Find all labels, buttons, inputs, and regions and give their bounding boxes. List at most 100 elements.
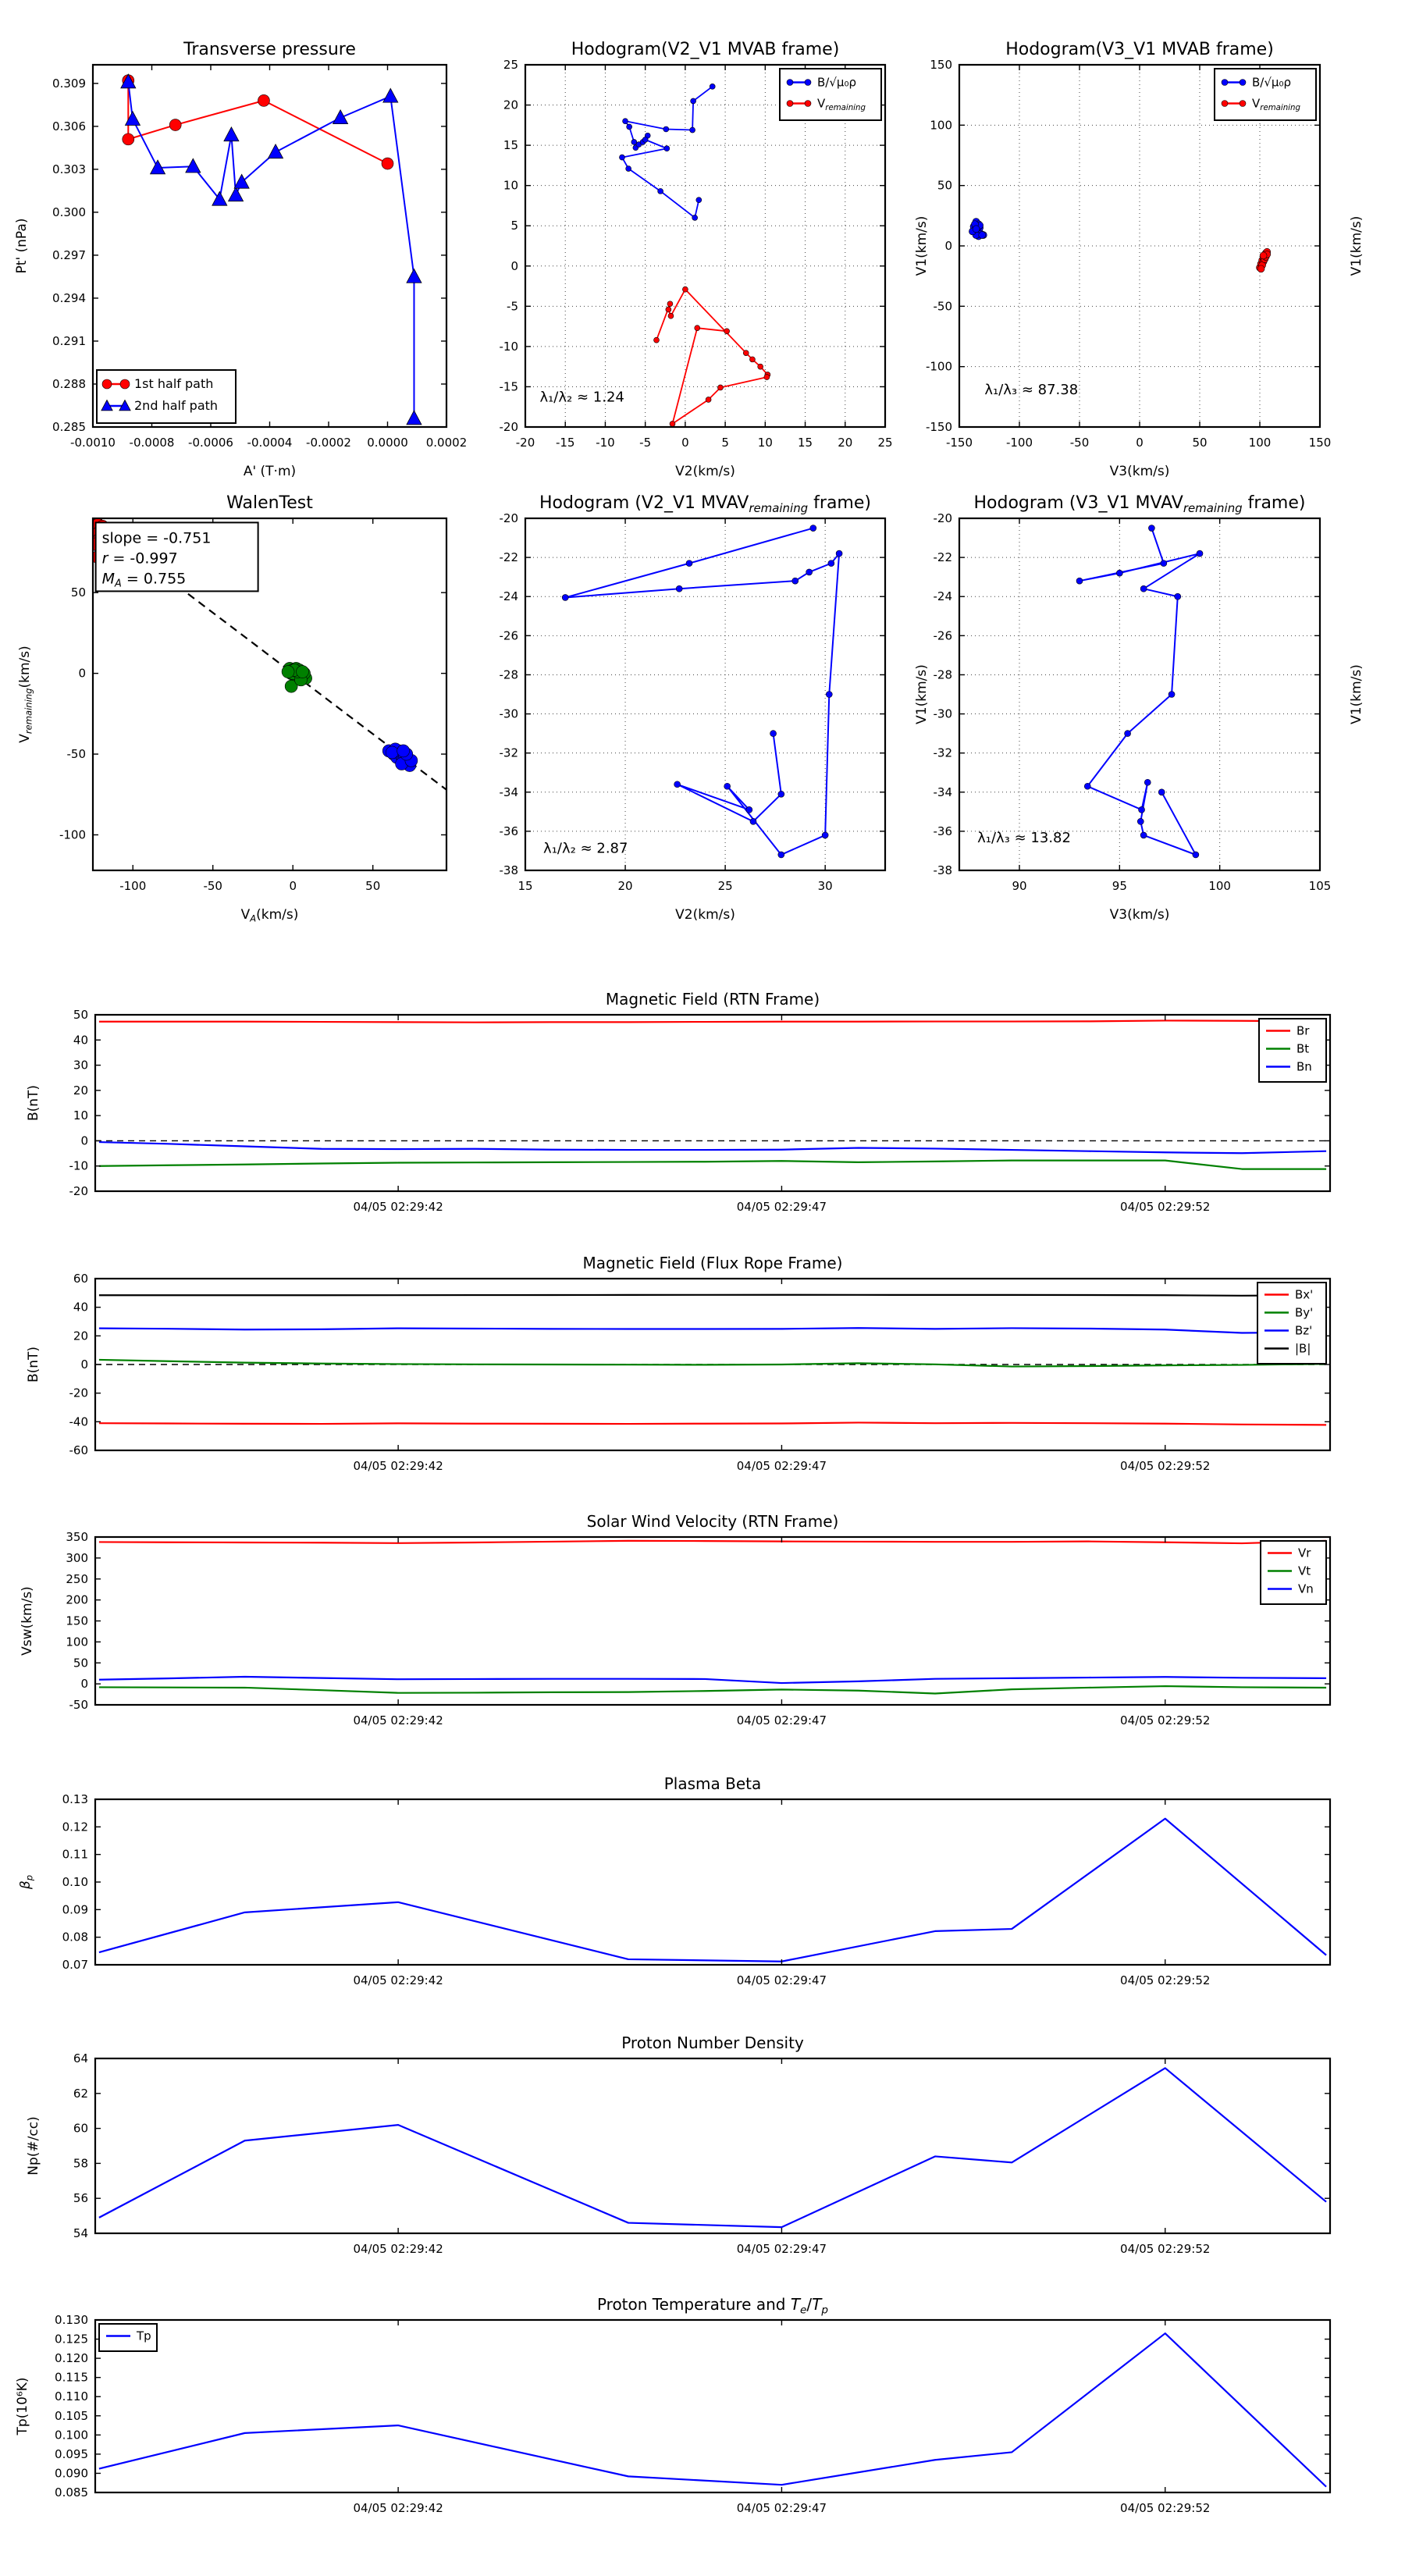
svg-text:λ₁/λ₂ ≈ 1.24: λ₁/λ₂ ≈ 1.24 bbox=[539, 390, 624, 406]
y-tick-label: -38 bbox=[934, 863, 953, 877]
legend-label: By' bbox=[1295, 1306, 1313, 1320]
chart-title: Hodogram(V3_V1 MVAB frame) bbox=[1005, 40, 1274, 59]
y-tick-label: -28 bbox=[934, 667, 953, 681]
x-tick-label: 150 bbox=[1309, 436, 1332, 450]
legend-label: Bx' bbox=[1295, 1288, 1313, 1302]
y-tick-label: -26 bbox=[500, 628, 519, 642]
chart-plasma-beta: 04/05 02:29:42 04/05 02:29:47 04/05 02:29:… bbox=[18, 1774, 1332, 1987]
y-tick-label: 0.085 bbox=[55, 2485, 88, 2500]
x-tick-label: 100 bbox=[1208, 879, 1231, 893]
x-tick-label: 04/05 02:29:52 bbox=[1120, 2501, 1210, 2515]
y-tick-label: 100 bbox=[930, 118, 952, 132]
chart-proton-temperature: 04/05 02:29:42 04/05 02:29:47 04/05 02:29:… bbox=[15, 2295, 1332, 2515]
x-tick-label: 10 bbox=[758, 436, 773, 450]
svg-text:λ₁/λ₃ ≈ 13.82: λ₁/λ₃ ≈ 13.82 bbox=[977, 830, 1071, 846]
x-tick-label: 20 bbox=[838, 436, 852, 450]
y-tick-label: 0.09 bbox=[62, 1902, 88, 1916]
x-tick-label: 04/05 02:29:52 bbox=[1120, 1973, 1210, 1987]
y-tick-label: -22 bbox=[934, 550, 953, 564]
x-tick-label: 04/05 02:29:42 bbox=[353, 1200, 443, 1214]
y-tick-label: 50 bbox=[73, 1008, 88, 1022]
axes-frame bbox=[94, 1798, 1332, 1966]
legend-label: 2nd half path bbox=[134, 398, 218, 413]
x-tick-label: -50 bbox=[203, 879, 222, 893]
y-axis-label: V1(km/s) bbox=[914, 216, 930, 276]
x-axis-label: V3(km/s) bbox=[1110, 464, 1170, 479]
y-tick-label: 62 bbox=[73, 2087, 88, 2101]
chart-title: Proton Number Density bbox=[621, 2033, 804, 2052]
x-tick-label: -100 bbox=[1006, 436, 1033, 450]
y-tick-label: 0.13 bbox=[62, 1792, 88, 1806]
y-tick-label: 0.10 bbox=[62, 1875, 88, 1889]
legend: B/√μ₀ρ Vremaining bbox=[1214, 68, 1317, 121]
axes-frame bbox=[91, 517, 448, 872]
y-tick-label: 150 bbox=[930, 58, 952, 72]
x-tick-label: -0.0008 bbox=[130, 436, 175, 450]
y-tick-label: 150 bbox=[66, 1614, 88, 1628]
x-axis-label: VA(km/s) bbox=[241, 907, 299, 924]
y-tick-label: -36 bbox=[934, 824, 953, 838]
x-tick-label: 0 bbox=[1136, 436, 1144, 450]
series-group bbox=[98, 1019, 1327, 1170]
legend: 1st half path 2nd half path bbox=[96, 369, 237, 424]
y-tick-label: 0.306 bbox=[52, 119, 86, 133]
y-tick-label: 54 bbox=[73, 2226, 88, 2240]
y-tick-label: -100 bbox=[926, 360, 952, 374]
legend-label: Br bbox=[1297, 1024, 1310, 1038]
y-tick-label: 15 bbox=[503, 138, 518, 152]
y-tick-label: -40 bbox=[69, 1414, 89, 1429]
legend: Br Bt Bn bbox=[1258, 1018, 1327, 1083]
y-tick-label: 0.130 bbox=[55, 2313, 88, 2327]
y-tick-label: 0.07 bbox=[62, 1958, 88, 1972]
chart-magnetic-field-flux-rope: 04/05 02:29:42 04/05 02:29:47 04/05 02:29:… bbox=[26, 1254, 1332, 1473]
y-tick-label: 0.08 bbox=[62, 1930, 88, 1944]
x-tick-label: 04/05 02:29:47 bbox=[737, 2242, 827, 2256]
series-group bbox=[98, 1539, 1327, 1695]
x-tick-label: 20 bbox=[618, 879, 633, 893]
y-axis-label: Pt' (nPa) bbox=[14, 219, 30, 274]
y-axis-label: B(nT) bbox=[26, 1085, 41, 1121]
y-tick-label: -100 bbox=[59, 827, 86, 841]
x-tick-label: 04/05 02:29:47 bbox=[737, 2501, 827, 2515]
series-group bbox=[98, 1817, 1327, 1962]
x-tick-label: 04/05 02:29:52 bbox=[1120, 1200, 1210, 1214]
y-tick-label: -20 bbox=[69, 1386, 89, 1400]
y-tick-label: 0.291 bbox=[52, 334, 86, 348]
x-tick-label: -150 bbox=[946, 436, 973, 450]
legend-label: Vt bbox=[1298, 1564, 1311, 1578]
y-tick-label: 0.125 bbox=[55, 2332, 88, 2347]
chart-title: Plasma Beta bbox=[664, 1774, 762, 1793]
x-tick-label: -20 bbox=[516, 436, 535, 450]
y-tick-label: -22 bbox=[500, 550, 519, 564]
y-axis-label: V1(km/s) bbox=[1349, 216, 1364, 276]
chart-title: Magnetic Field (RTN Frame) bbox=[606, 990, 820, 1009]
chart-hodogram-v3v1-mvav: 90 95 100 105 -38 -36 -34 -32 -30 -28 -26 -24 -22 -20… bbox=[934, 493, 1365, 923]
y-tick-label: 300 bbox=[66, 1551, 88, 1565]
chart-magnetic-field-rtn: 04/05 02:29:42 04/05 02:29:47 04/05 02:29:… bbox=[26, 990, 1332, 1214]
x-tick-label: 04/05 02:29:47 bbox=[737, 1459, 827, 1473]
chart-title: Hodogram(V2_V1 MVAB frame) bbox=[571, 40, 840, 59]
chart-title: Hodogram (V2_V1 MVAVremaining frame) bbox=[539, 493, 871, 515]
y-tick-label: -30 bbox=[934, 707, 953, 721]
y-tick-label: -10 bbox=[500, 340, 519, 354]
y-tick-label: -20 bbox=[500, 420, 519, 434]
y-tick-label: 0.285 bbox=[52, 420, 86, 434]
x-tick-label: 04/05 02:29:52 bbox=[1120, 1459, 1210, 1473]
chart-title: Transverse pressure bbox=[183, 40, 356, 59]
legend-label: Bt bbox=[1297, 1042, 1309, 1056]
y-tick-label: 0 bbox=[80, 1677, 88, 1691]
y-axis-label: V1(km/s) bbox=[914, 664, 930, 724]
annotation: λ₁/λ₃ ≈ 87.38 bbox=[984, 382, 1078, 398]
x-tick-label: 5 bbox=[721, 436, 729, 450]
y-tick-label: -28 bbox=[500, 667, 519, 681]
y-tick-label: 40 bbox=[73, 1300, 88, 1315]
x-tick-label: 50 bbox=[365, 879, 380, 893]
y-tick-label: 0 bbox=[80, 1133, 88, 1147]
series-group bbox=[98, 2067, 1327, 2229]
legend: Tp bbox=[98, 2323, 158, 2352]
chart-solar-wind-velocity-rtn: 04/05 02:29:42 04/05 02:29:47 04/05 02:29:… bbox=[20, 1512, 1332, 1727]
y-tick-label: 0 bbox=[78, 667, 86, 681]
y-tick-label: -38 bbox=[500, 863, 519, 877]
x-tick-label: 15 bbox=[518, 879, 532, 893]
